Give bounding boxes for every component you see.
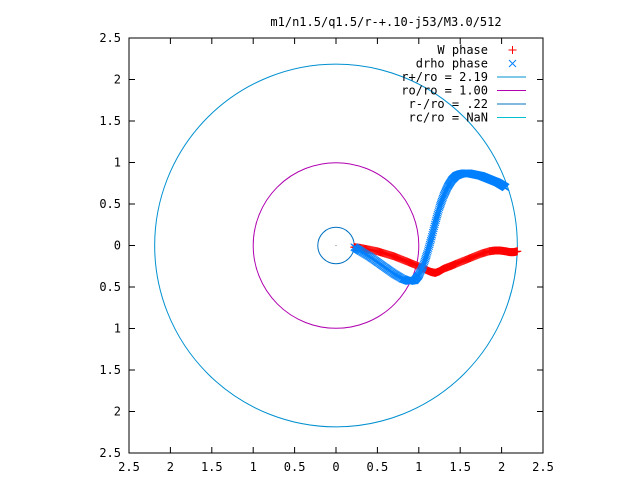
cross-marker <box>437 199 445 207</box>
cross-marker <box>438 196 446 204</box>
x-tick-label: 0.5 <box>367 460 389 474</box>
x-tick-label: 1 <box>415 460 422 474</box>
cross-marker <box>438 194 447 203</box>
radius-circle <box>154 63 518 428</box>
origin-dot <box>335 244 337 247</box>
x-tick-label: 2.5 <box>532 460 554 474</box>
x-tick-label: 1 <box>250 460 257 474</box>
y-tick-label: 1 <box>114 156 121 170</box>
x-tick-label: 2 <box>167 460 174 474</box>
cross-marker <box>436 200 445 209</box>
legend-label: ro/ro = 1.00 <box>401 84 488 98</box>
cross-marker <box>508 59 517 68</box>
x-tick-label: 0.5 <box>284 460 306 474</box>
y-tick-label: 2 <box>114 405 121 419</box>
w-phase-series <box>350 243 522 277</box>
phase-points <box>350 169 522 286</box>
y-tick-label: 2.5 <box>99 446 121 460</box>
cross-marker <box>437 197 446 206</box>
plus-marker <box>513 247 522 256</box>
legend-label: rc/ro = NaN <box>409 111 488 125</box>
x-tick-label: 2.5 <box>118 460 140 474</box>
cross-marker <box>501 183 510 192</box>
y-tick-label: 2.5 <box>99 31 121 45</box>
y-tick-label: 0.5 <box>99 197 121 211</box>
x-tick-label: 2 <box>498 460 505 474</box>
x-tick-label: 1.5 <box>449 460 471 474</box>
y-tick-label: 2 <box>114 73 121 87</box>
y-tick-label: 1.5 <box>99 363 121 377</box>
legend-label: r+/ro = 2.19 <box>401 70 488 84</box>
legend-label: drho phase <box>416 57 488 71</box>
axis-ticks: 2.5 2 1.5 1 0.5 0 0.5 1 1.5 2 2.52.521.510.500.511… <box>99 31 554 474</box>
chart-title: m1/n1.5/q1.5/r-+.10-j53/M3.0/512 <box>270 15 501 29</box>
radius-circles <box>154 63 518 428</box>
radius-circle <box>252 162 420 329</box>
cross-marker <box>435 203 444 212</box>
plus-marker <box>508 46 517 54</box>
legend-label: W phase <box>437 43 488 57</box>
drho-phase-series <box>350 169 510 286</box>
y-tick-label: 1.5 <box>99 114 121 128</box>
x-tick-label: 1.5 <box>201 460 223 474</box>
cross-marker <box>436 202 444 210</box>
y-tick-label: 0.5 <box>99 280 121 294</box>
legend-label: r-/ro = .22 <box>409 97 488 111</box>
y-tick-label: 0 <box>114 239 121 253</box>
y-tick-label: 1 <box>114 322 121 336</box>
x-tick-label: 0 <box>332 460 339 474</box>
